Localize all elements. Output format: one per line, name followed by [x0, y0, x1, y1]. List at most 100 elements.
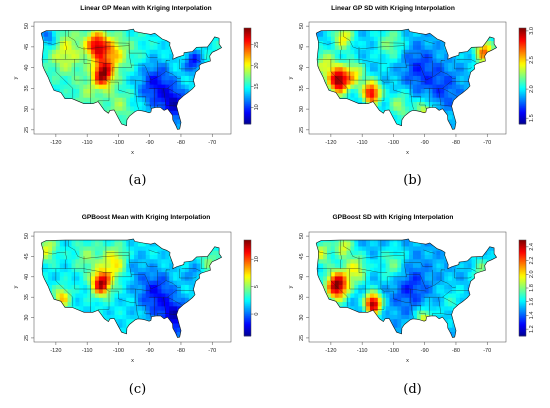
heat-cell	[63, 101, 69, 107]
colorbar-segment	[244, 88, 251, 91]
heat-cell	[94, 262, 100, 268]
heat-cell	[118, 75, 123, 81]
heat-cell	[79, 118, 84, 124]
heat-cell	[55, 84, 61, 89]
heat-cell	[338, 245, 344, 251]
heat-cell	[412, 262, 418, 268]
heat-cell	[467, 36, 473, 42]
heat-cell	[393, 97, 398, 103]
heat-cell	[467, 66, 473, 72]
heat-cell	[491, 40, 496, 46]
heat-cell	[366, 233, 371, 238]
heat-cell	[459, 258, 465, 264]
heat-cell	[145, 305, 151, 311]
heat-cell	[212, 314, 217, 320]
heat-cell	[467, 305, 473, 311]
heat-cell	[412, 49, 418, 55]
heat-cell	[455, 29, 461, 33]
heat-cell	[432, 318, 438, 324]
heat-cell	[87, 327, 92, 333]
heat-cell	[330, 123, 336, 129]
heat-cell	[149, 123, 155, 129]
heat-cell	[495, 40, 497, 46]
heat-cell	[471, 110, 477, 116]
heat-cell	[103, 233, 108, 238]
heat-cell	[393, 301, 398, 307]
heat-cell	[130, 40, 135, 46]
heat-cell	[377, 36, 383, 42]
heat-cell	[118, 57, 123, 63]
heat-cell	[350, 335, 355, 338]
heat-cell	[330, 105, 336, 111]
heat-cell	[393, 271, 398, 277]
heat-cell	[316, 84, 320, 89]
heat-cell	[79, 241, 84, 247]
heat-cell	[192, 101, 198, 107]
colorbar-segment	[244, 300, 251, 303]
heat-cell	[385, 245, 391, 251]
heat-cell	[161, 29, 166, 33]
heat-cell	[216, 267, 221, 273]
heat-cell	[114, 262, 120, 268]
heat-cell	[428, 62, 434, 68]
heat-cell	[71, 49, 77, 55]
heat-cell	[420, 258, 426, 264]
heat-cell	[63, 88, 69, 94]
colorbar-segment	[244, 102, 251, 105]
heat-cell	[118, 44, 123, 50]
heat-cell	[110, 49, 116, 55]
heat-cell	[412, 101, 418, 107]
colorbar-tick-label: 5	[254, 285, 260, 288]
heat-cell	[40, 23, 45, 28]
heat-cell	[448, 110, 453, 116]
colorbar-segment	[519, 118, 526, 121]
colorbar-segment	[519, 30, 526, 33]
heat-cell	[165, 75, 170, 81]
heat-cell	[106, 310, 112, 315]
heat-cell	[44, 288, 49, 294]
heat-cell	[169, 258, 174, 264]
heat-cell	[169, 70, 174, 76]
heat-cell	[48, 318, 53, 324]
heat-cell	[440, 44, 445, 50]
heat-cell	[323, 53, 328, 59]
heat-cell	[452, 258, 457, 264]
heat-cell	[471, 331, 477, 337]
heat-cell	[354, 53, 359, 59]
heat-cell	[389, 53, 395, 59]
heat-cell	[157, 275, 163, 281]
heat-cell	[130, 258, 135, 264]
heat-cell	[106, 101, 112, 107]
heat-cell	[412, 97, 418, 103]
colorbar-segment	[244, 250, 251, 253]
heat-cell	[479, 29, 484, 33]
state-border	[384, 81, 415, 110]
x-tick-label: -120	[325, 140, 336, 146]
heat-cell	[472, 23, 477, 28]
heat-cell	[316, 110, 320, 116]
heat-cell	[487, 66, 492, 72]
heat-cell	[397, 105, 402, 111]
heat-cell	[98, 245, 104, 251]
heat-cell	[448, 114, 453, 120]
heat-cell	[67, 66, 73, 72]
heat-cell	[153, 335, 159, 338]
heat-cell	[55, 92, 61, 98]
heat-cell	[83, 245, 88, 251]
colorbar-segment	[244, 78, 251, 81]
heat-cell	[362, 284, 367, 290]
heat-cell	[122, 105, 127, 111]
heat-cell	[409, 322, 414, 328]
heat-cell	[467, 280, 473, 285]
state-border	[456, 59, 477, 63]
heat-cell	[316, 310, 320, 315]
heat-cell	[342, 62, 348, 68]
heat-cell	[455, 322, 461, 328]
heat-cell	[44, 335, 49, 338]
heat-cell	[216, 75, 221, 81]
heat-cell	[393, 238, 398, 243]
heat-cell	[141, 62, 147, 68]
heat-cell	[126, 297, 131, 303]
heat-cell	[196, 123, 202, 129]
heat-cell	[401, 97, 406, 103]
